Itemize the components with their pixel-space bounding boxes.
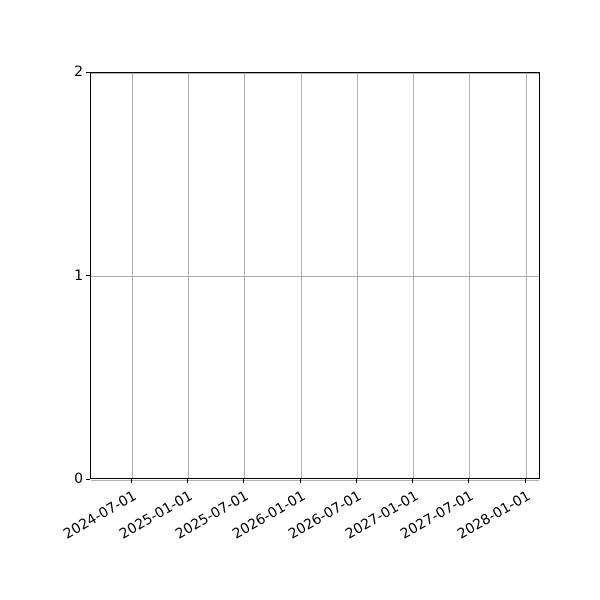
y-tick-mark xyxy=(86,275,90,276)
x-gridline xyxy=(526,73,527,478)
y-tick-mark xyxy=(86,71,90,73)
y-gridline xyxy=(91,276,539,277)
y-gridline xyxy=(91,72,539,74)
x-tick-mark xyxy=(299,479,301,483)
x-tick-mark xyxy=(130,479,132,483)
x-gridline xyxy=(244,73,246,478)
x-gridline xyxy=(131,73,133,478)
x-tick-mark xyxy=(412,479,414,483)
x-gridline xyxy=(300,73,302,478)
x-tick-mark xyxy=(187,479,189,483)
x-tick-mark xyxy=(525,479,526,483)
y-tick-mark xyxy=(86,478,90,480)
x-tick-mark xyxy=(355,479,357,483)
x-gridline xyxy=(469,73,471,478)
plot-area xyxy=(90,72,540,481)
x-gridline xyxy=(413,73,415,478)
y-tick-label: 2 xyxy=(74,64,83,80)
x-gridline xyxy=(356,73,358,478)
y-tick-label: 1 xyxy=(74,267,83,284)
x-tick-mark xyxy=(243,479,245,483)
y-gridline xyxy=(91,479,539,481)
y-tick-label: 0 xyxy=(74,471,83,487)
x-tick-mark xyxy=(468,479,470,483)
x-gridline xyxy=(188,73,190,478)
